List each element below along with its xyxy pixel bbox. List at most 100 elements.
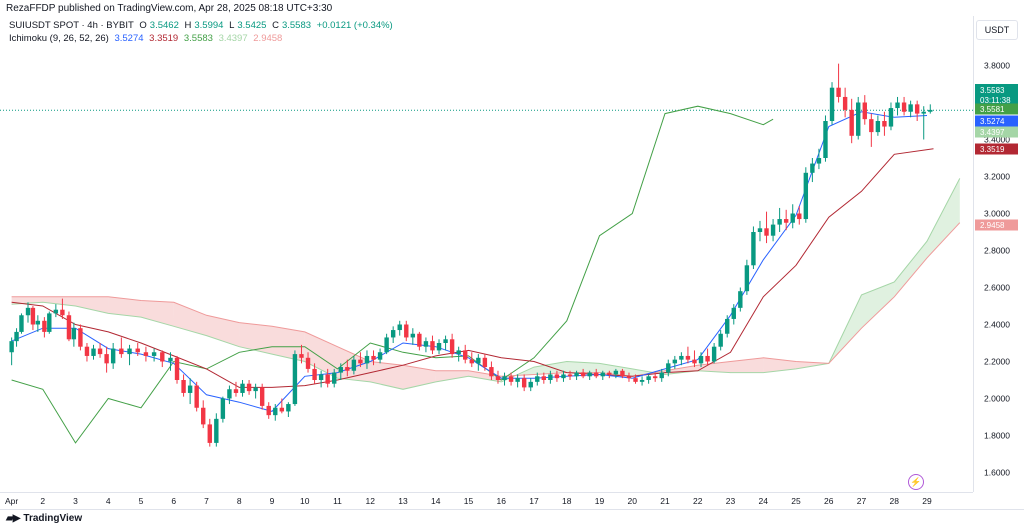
candle-body: [790, 213, 795, 223]
candle-body: [60, 309, 65, 316]
candle-body: [561, 374, 566, 379]
candle-body: [135, 348, 140, 353]
candle-body: [725, 318, 730, 334]
time-tick-label: 8: [237, 496, 242, 506]
candle-body: [816, 158, 822, 164]
symbol-name[interactable]: SUIUSDT SPOT · 4h · BYBIT: [9, 20, 134, 31]
close-value: 3.5583: [281, 20, 312, 31]
candle-body: [19, 315, 24, 332]
ichimoku-cloud-segment: [108, 296, 141, 318]
candle-body: [521, 378, 527, 388]
candle-body: [469, 359, 474, 364]
candle-body: [836, 87, 841, 97]
candle-body: [194, 385, 199, 408]
candle-body: [797, 213, 802, 220]
lagging-span-line: [11, 105, 774, 444]
tradingview-logo[interactable]: ▰▶ TradingView: [6, 513, 82, 524]
candle-body: [757, 228, 763, 232]
candle-body: [456, 350, 461, 355]
candle-body: [151, 352, 157, 356]
candle-body: [659, 372, 664, 379]
time-tick-label: 12: [366, 496, 376, 506]
low-value: 3.5425: [237, 20, 267, 31]
time-tick-label: Apr: [5, 496, 18, 506]
candle-body: [47, 313, 52, 332]
plot-area: [0, 63, 973, 447]
candle-body: [705, 355, 710, 362]
time-tick-label: 26: [824, 496, 834, 506]
candle-body: [358, 359, 363, 364]
candle-body: [679, 355, 684, 360]
candle-body: [97, 348, 103, 355]
candle-body: [338, 367, 343, 373]
candle-body: [299, 354, 304, 358]
candle-body: [921, 111, 926, 114]
candle-body: [305, 357, 311, 369]
candle-body: [744, 265, 750, 292]
candle-body: [279, 407, 285, 412]
candle-body: [731, 307, 736, 319]
candle-body: [751, 232, 756, 266]
candle-body: [214, 418, 219, 443]
time-tick-label: 29: [922, 496, 932, 506]
candle-body: [633, 378, 638, 382]
candle-body: [849, 109, 854, 136]
candle-body: [626, 376, 632, 379]
candle-body: [160, 352, 165, 362]
candle-body: [397, 324, 402, 331]
price-badge-value: 2.9458: [980, 221, 1005, 230]
candle-body: [240, 383, 245, 393]
candle-body: [692, 359, 697, 364]
ichimoku-cloud-segment: [173, 302, 207, 336]
tradingview-mark-icon: ▰▶: [6, 513, 20, 524]
last-price-badge-value: 3.5583: [980, 86, 1005, 95]
conversion-line-value: 3.5274: [114, 33, 144, 44]
leading-span-a-line: [11, 178, 961, 390]
leading-span-a-value: 3.4397: [218, 33, 248, 44]
indicator-name[interactable]: Ichimoku (9, 26, 52, 26): [9, 33, 109, 44]
candle-body: [882, 121, 887, 127]
candle-body: [829, 87, 835, 121]
candle-body: [652, 376, 658, 379]
currency-selector[interactable]: USDT: [976, 20, 1018, 40]
price-tick-label: 1.8000: [984, 431, 1010, 441]
time-tick-label: 10: [300, 496, 310, 506]
candle-body: [332, 372, 337, 384]
candle-body: [66, 315, 72, 340]
candle-body: [738, 291, 743, 308]
lightning-icon[interactable]: ⚡: [908, 474, 924, 490]
price-tick-label: 1.6000: [984, 468, 1010, 478]
candle-body: [574, 372, 579, 377]
candle-body: [810, 163, 815, 173]
price-tick-label: 3.0000: [984, 209, 1010, 219]
high-label: H: [184, 20, 192, 31]
candle-body: [110, 348, 116, 364]
price-tick-label: 2.6000: [984, 283, 1010, 293]
ichimoku-cloud-segment: [927, 178, 960, 258]
price-tick-label: 3.8000: [984, 61, 1010, 71]
time-tick-label: 22: [693, 496, 703, 506]
time-tick-label: 13: [398, 496, 408, 506]
candle-body: [187, 385, 193, 393]
last-price-badge: [975, 84, 1018, 106]
candle-body: [449, 339, 455, 355]
candle-body: [515, 378, 520, 382]
candle-body: [143, 352, 149, 356]
candle-body: [508, 376, 514, 382]
candle-body: [888, 108, 894, 127]
candle-body: [30, 307, 36, 325]
candle-body: [220, 398, 226, 419]
candle-body: [345, 367, 350, 371]
candle-body: [783, 219, 789, 223]
close-label: C: [272, 20, 279, 31]
price-badge-value: 3.5581: [980, 105, 1005, 114]
footer-divider: [0, 509, 1024, 510]
symbol-legend: SUIUSDT SPOT · 4h · BYBIT O 3.5462 H 3.599…: [9, 20, 396, 31]
candle-body: [476, 357, 481, 364]
candle-body: [207, 424, 212, 443]
time-tick-label: 11: [333, 496, 342, 506]
publish-info: RezaFFDP published on TradingView.com, A…: [6, 3, 333, 14]
candle-body: [895, 102, 900, 109]
